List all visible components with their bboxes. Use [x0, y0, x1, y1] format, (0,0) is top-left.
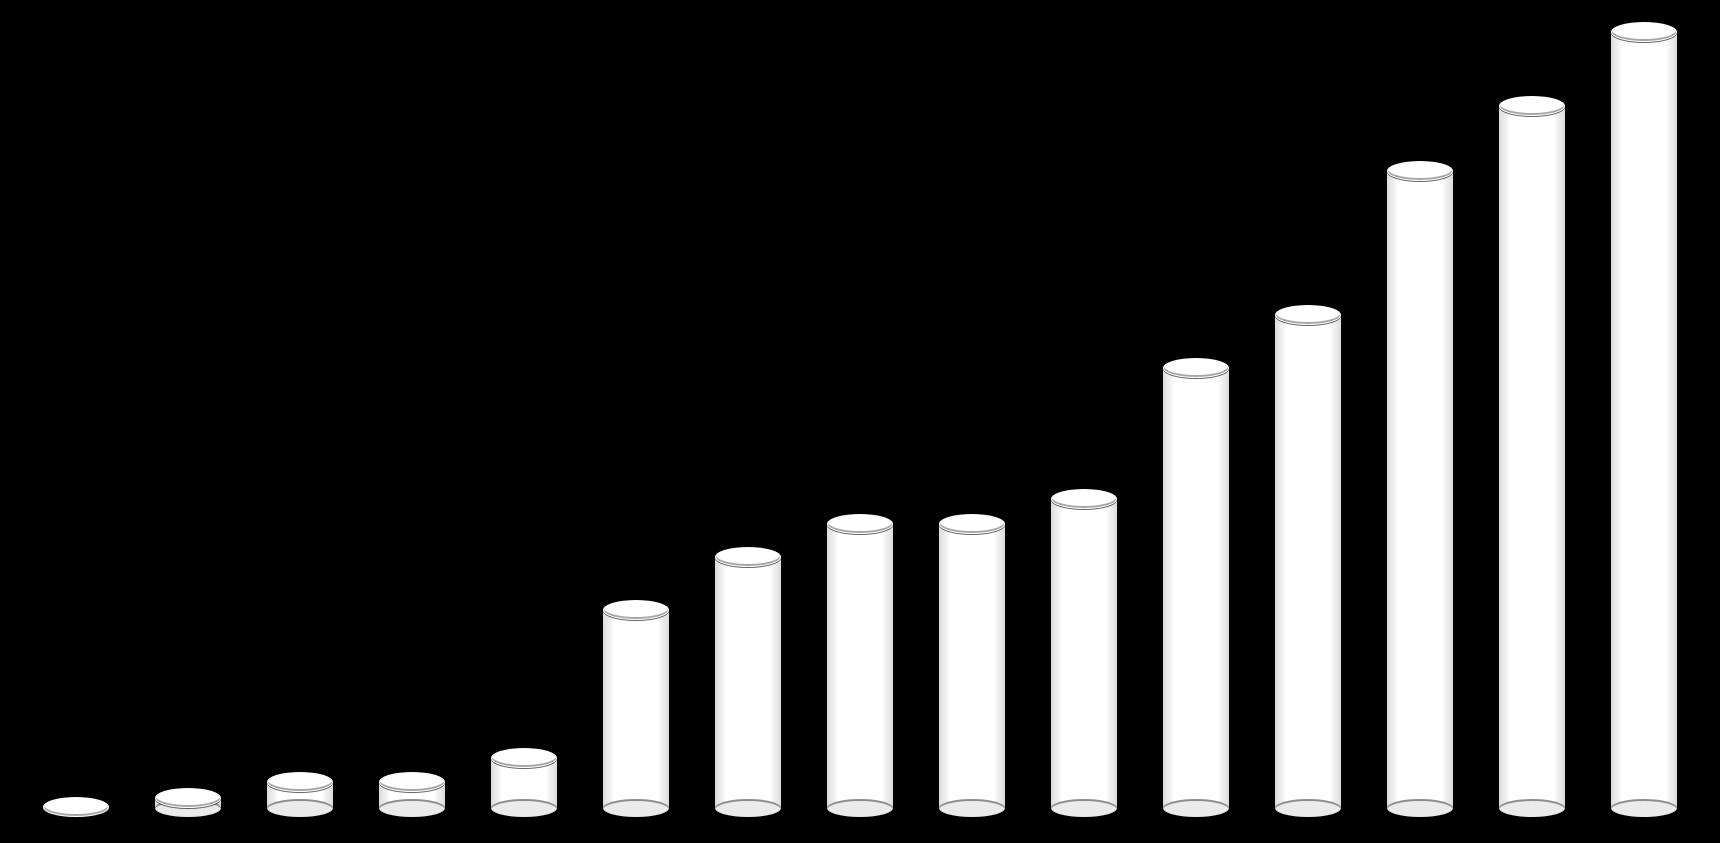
chart-bar: [267, 772, 333, 817]
chart-stage: [0, 0, 1720, 843]
chart-bar: [155, 788, 221, 818]
chart-bar: [491, 748, 557, 818]
chart-bar: [1611, 22, 1677, 817]
chart-bar: [1275, 305, 1341, 818]
chart-bar: [827, 514, 893, 817]
chart-bar: [715, 547, 781, 818]
chart-bar: [603, 600, 669, 817]
chart-bar: [43, 797, 109, 817]
chart-bar: [1051, 489, 1117, 817]
chart-bar: [1387, 161, 1453, 817]
chart-bar: [1499, 96, 1565, 818]
chart-bar: [1163, 358, 1229, 817]
chart-bar: [939, 514, 1005, 817]
chart-bar: [379, 772, 445, 817]
